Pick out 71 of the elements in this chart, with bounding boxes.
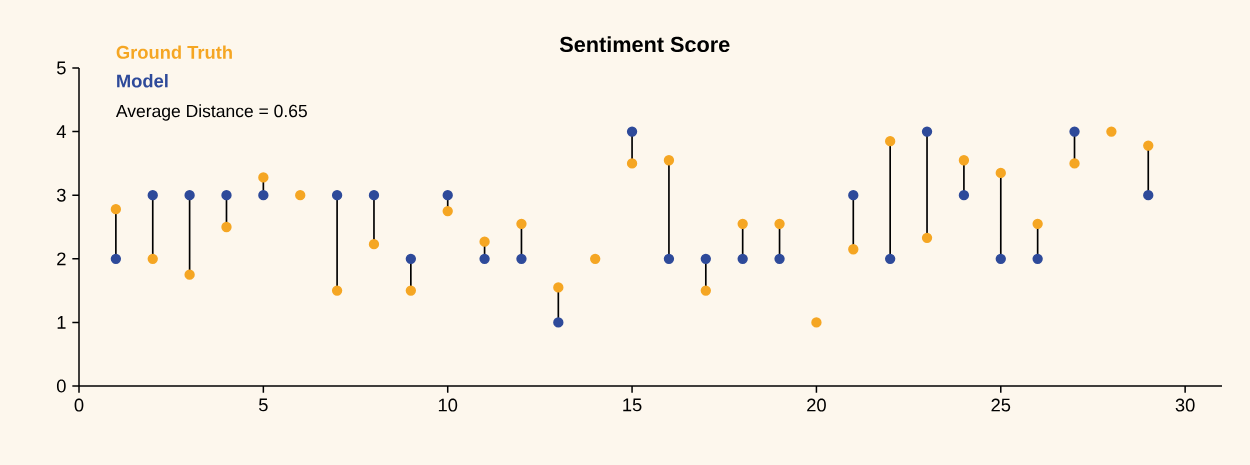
y-tick-label: 3 [56, 188, 66, 202]
point [295, 190, 306, 201]
x-tick-label: 0 [74, 398, 84, 412]
annotation: Average Distance = 0.65 [115, 104, 307, 121]
point [774, 253, 785, 264]
y-tick-label: 1 [57, 316, 66, 329]
point [626, 126, 638, 137]
point [774, 218, 785, 229]
point [1032, 253, 1043, 264]
point [258, 172, 269, 183]
point [811, 317, 822, 328]
x-tick-label: 20 [807, 398, 826, 412]
point [1032, 218, 1043, 229]
point [553, 317, 564, 328]
y-tick-label: 0 [56, 379, 66, 393]
point [368, 239, 380, 250]
point [516, 218, 527, 229]
point [626, 158, 638, 169]
y-tick-label: 5 [56, 61, 66, 75]
point [921, 232, 933, 243]
point [958, 155, 970, 166]
x-tick-label: 5 [258, 398, 268, 412]
x-tick-label: 10 [438, 398, 458, 412]
point [848, 244, 859, 255]
point [995, 253, 1006, 264]
x-tick-label: 15 [623, 398, 642, 412]
point [516, 253, 527, 264]
point [442, 205, 453, 217]
point [1143, 140, 1154, 151]
y-tick-label: 4 [56, 125, 66, 138]
point [663, 155, 675, 166]
point [737, 253, 748, 264]
x-tick-label: 25 [991, 398, 1011, 412]
point [884, 253, 896, 264]
point [737, 218, 748, 229]
point [995, 167, 1006, 179]
point [479, 253, 490, 264]
y-tick-label: 2 [57, 252, 66, 266]
point [479, 236, 490, 247]
point [221, 221, 232, 233]
point [884, 135, 896, 147]
point [405, 253, 417, 264]
point [147, 190, 158, 201]
point [368, 190, 380, 201]
point [590, 253, 601, 264]
text: Ground Truth [116, 45, 232, 59]
point [221, 190, 232, 201]
point [848, 190, 859, 201]
point [331, 190, 343, 201]
point [258, 190, 269, 201]
point [921, 126, 933, 137]
point [1069, 126, 1080, 137]
point [442, 190, 453, 201]
point [405, 285, 417, 296]
point [184, 190, 195, 201]
point [700, 253, 711, 264]
point [553, 282, 564, 293]
point [958, 190, 970, 201]
x-tick-label: 30 [1175, 398, 1195, 412]
chart-title: Sentiment Score [559, 36, 730, 53]
point [110, 253, 122, 264]
point [663, 253, 675, 264]
point [1106, 126, 1117, 137]
point [110, 204, 122, 215]
text: Model [117, 74, 168, 88]
point [1143, 190, 1154, 201]
point [700, 285, 711, 296]
point [331, 285, 343, 296]
point [184, 269, 195, 280]
point [147, 253, 158, 264]
point [1069, 158, 1080, 169]
